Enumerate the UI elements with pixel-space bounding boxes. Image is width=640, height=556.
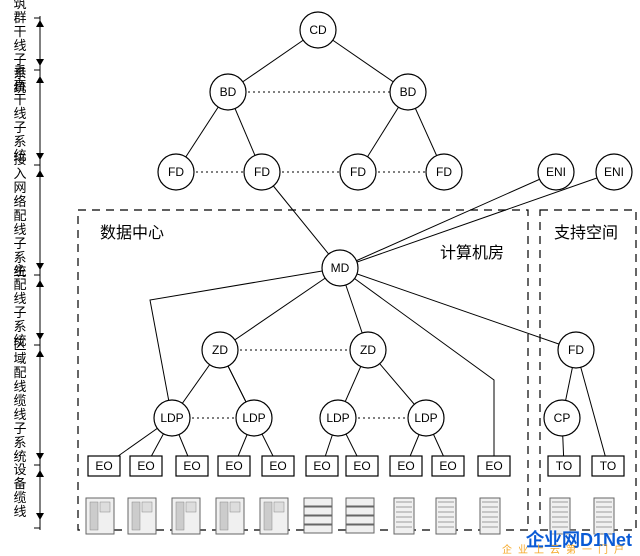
side-label: 网	[13, 180, 26, 195]
node-label-EO9: EO	[439, 459, 456, 473]
node-label-LDP3: LDP	[326, 411, 349, 425]
node-label-EO4: EO	[225, 459, 242, 473]
side-label: 线	[13, 106, 26, 121]
side-label: 子	[13, 236, 26, 251]
diagram-canvas: 建筑群干线子系统垂直干线子系统接入网络配线子系统主配线子系统区域配线缆线子系统设…	[0, 0, 640, 554]
side-label: 域	[13, 351, 26, 366]
node-label-ENI1: ENI	[546, 165, 566, 179]
side-label: 线	[13, 379, 26, 394]
side-label: 配	[13, 365, 26, 380]
side-label: 线	[13, 38, 26, 53]
node-label-EO6: EO	[313, 459, 330, 473]
server-icon	[216, 498, 244, 534]
side-label: 设	[13, 462, 26, 477]
server-icon	[480, 498, 500, 534]
server-icon	[346, 498, 374, 533]
server-icon	[260, 498, 288, 534]
side-label: 区	[13, 337, 26, 352]
side-label: 缆	[13, 490, 26, 505]
node-label-EO10: EO	[485, 459, 502, 473]
side-label: 垂	[13, 64, 26, 79]
side-label: 子	[13, 305, 26, 320]
side-label: 接	[13, 152, 26, 167]
zone-label-support: 支持空间	[554, 224, 618, 242]
server-icon	[394, 498, 414, 534]
node-label-MD: MD	[331, 261, 350, 275]
node-label-EO7: EO	[353, 459, 370, 473]
server-icon	[172, 498, 200, 534]
side-label: 线	[13, 407, 26, 422]
side-label: 配	[13, 208, 26, 223]
zone-label-datacenter: 数据中心	[100, 224, 164, 242]
zone-support	[540, 210, 636, 530]
node-label-CP: CP	[554, 411, 571, 425]
node-label-EO1: EO	[95, 459, 112, 473]
side-label: 系	[13, 319, 26, 334]
zone-label-computer_room: 计算机房	[440, 243, 504, 262]
node-label-EO2: EO	[137, 459, 154, 473]
server-icon	[86, 498, 114, 534]
node-label-BD2: BD	[400, 85, 417, 99]
node-label-LDP1: LDP	[160, 411, 183, 425]
server-icon	[128, 498, 156, 534]
node-label-EO5: EO	[269, 459, 286, 473]
node-label-FD1: FD	[168, 165, 184, 179]
side-label: 干	[13, 24, 26, 39]
node-label-CD: CD	[309, 23, 327, 37]
node-label-TO1: TO	[556, 459, 572, 473]
node-label-FD4: FD	[436, 165, 452, 179]
node-label-ZD1: ZD	[212, 343, 228, 357]
node-label-LDP4: LDP	[414, 411, 437, 425]
side-label: 系	[13, 435, 26, 450]
side-label: 入	[13, 166, 26, 181]
server-icon	[304, 498, 332, 533]
side-label: 系	[13, 134, 26, 149]
side-label: 主	[13, 263, 26, 278]
node-label-EO8: EO	[397, 459, 414, 473]
server-icon	[436, 498, 456, 534]
node-label-ENI2: ENI	[604, 165, 624, 179]
node-label-ZD2: ZD	[360, 343, 376, 357]
side-label: 线	[13, 504, 26, 519]
edge	[220, 268, 340, 350]
node-label-FD3: FD	[350, 165, 366, 179]
side-label: 线	[13, 291, 26, 306]
side-label: 干	[13, 92, 26, 107]
node-label-FD2: FD	[254, 165, 270, 179]
node-label-EO3: EO	[183, 459, 200, 473]
side-label: 线	[13, 222, 26, 237]
node-label-FD5: FD	[568, 343, 584, 357]
side-label: 配	[13, 277, 26, 292]
side-label: 络	[13, 194, 26, 209]
node-label-LDP2: LDP	[242, 411, 265, 425]
side-label: 直	[13, 78, 26, 93]
side-label: 备	[13, 476, 26, 491]
side-label: 子	[13, 120, 26, 135]
node-label-TO2: TO	[600, 459, 616, 473]
node-label-BD1: BD	[220, 85, 237, 99]
edge	[150, 268, 340, 418]
side-label: 缆	[13, 393, 26, 408]
side-label: 群	[13, 10, 26, 25]
side-label: 子	[13, 421, 26, 436]
